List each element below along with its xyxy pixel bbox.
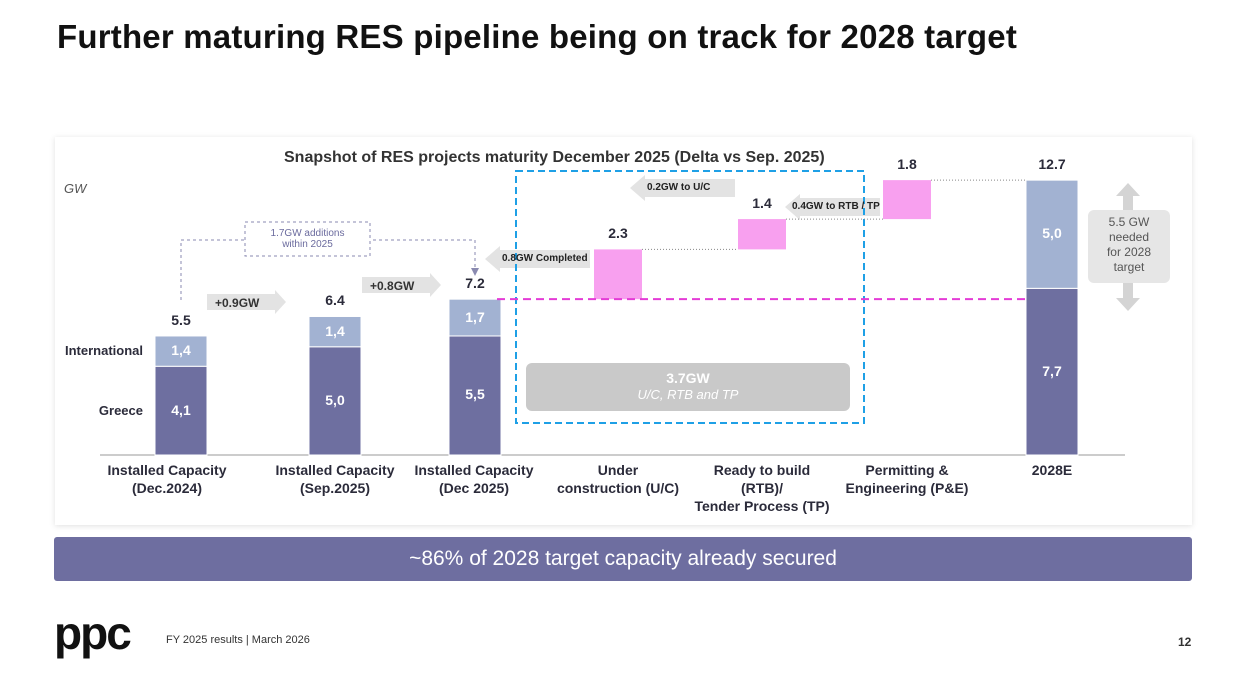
- transfer-arrow: [485, 246, 590, 272]
- annotation: +0.9GW: [215, 296, 260, 310]
- value-label: 4,1: [171, 401, 191, 418]
- slide-title: Further maturing RES pipeline being on t…: [57, 18, 1018, 55]
- total-label: 12.7: [1038, 156, 1066, 173]
- bar-segment: [154, 335, 208, 367]
- series-label: Greece: [98, 402, 143, 418]
- annotation: 0.8GW Completed: [502, 253, 588, 264]
- value-label: 5,0: [325, 391, 345, 408]
- x-tick-label: Installed Capacity (Dec.2024): [107, 462, 227, 496]
- annotation: 1.7GW additions within 2025: [270, 228, 345, 250]
- x-tick-label: Under construction (U/C): [556, 462, 680, 496]
- additions-box: [244, 221, 371, 257]
- bracket-head: [471, 268, 479, 276]
- x-tick-label: Ready to build (RTB)/ Tender Process (TP…: [694, 462, 830, 514]
- y-axis-label: GW: [64, 181, 87, 196]
- series-label: International: [64, 343, 143, 359]
- value-label: 1,4: [325, 322, 345, 339]
- secured-frame: [515, 170, 865, 424]
- value-label: 5,0: [1042, 225, 1062, 242]
- step-arrow: [362, 273, 441, 297]
- transfer-arrow: [785, 194, 880, 220]
- increment-label: 1.8: [897, 156, 917, 173]
- bar-segment: [1025, 179, 1079, 289]
- increment-bar: [594, 249, 642, 300]
- chart-panel: [55, 137, 1192, 525]
- increment-bar: [738, 219, 786, 250]
- transfer-arrow: [630, 175, 735, 201]
- total-label: 5.5: [171, 311, 191, 328]
- x-tick-label: Permitting & Engineering (P&E): [845, 462, 969, 496]
- x-tick-label: Installed Capacity (Dec 2025): [414, 462, 534, 496]
- step-arrow: [207, 290, 286, 314]
- bar-segment: [448, 298, 502, 337]
- increment-label: 2.3: [608, 225, 628, 242]
- annotation: 0.4GW to RTB / TP: [792, 201, 880, 212]
- value-label: 7,7: [1042, 362, 1062, 379]
- chart-title: Snapshot of RES projects maturity Decemb…: [284, 149, 825, 166]
- annotation: U/C, RTB and TP: [637, 387, 739, 402]
- x-tick-label: Installed Capacity (Sep.2025): [275, 462, 395, 496]
- annotation: 3.7GW: [666, 370, 710, 386]
- increment-bar: [883, 180, 931, 220]
- logo: ppc: [54, 607, 132, 659]
- value-label: 5,5: [465, 386, 485, 403]
- increment-label: 1.4: [752, 195, 772, 212]
- annotation: 5.5 GW needed for 2028 target: [1106, 215, 1152, 274]
- bar-segment: [448, 335, 502, 456]
- value-label: 1,4: [171, 342, 191, 359]
- bar-segment: [154, 365, 208, 456]
- banner: ~86% of 2028 target capacity already sec…: [54, 537, 1192, 581]
- bar-segment: [1025, 287, 1079, 456]
- value-label: 1,7: [465, 308, 485, 325]
- needed-box: [1088, 210, 1170, 283]
- page-number: 12: [1178, 635, 1192, 649]
- x-tick-label: 2028E: [1031, 462, 1073, 478]
- total-label: 7.2: [465, 275, 485, 292]
- secured-box: [526, 363, 850, 411]
- total-label: 6.4: [325, 292, 345, 309]
- annotation: 0.2GW to U/C: [647, 182, 711, 193]
- bar-segment: [308, 346, 362, 456]
- bar-segment: [308, 315, 362, 348]
- annotation: +0.8GW: [370, 279, 415, 293]
- footer-text: FY 2025 results | March 2026: [166, 634, 310, 646]
